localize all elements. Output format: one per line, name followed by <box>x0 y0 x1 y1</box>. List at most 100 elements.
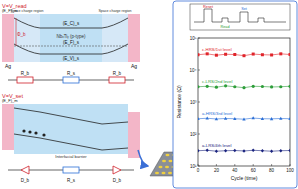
label: a-LRS/4th level <box>202 143 231 148</box>
point <box>242 86 245 89</box>
point <box>289 53 291 56</box>
metal-right <box>128 14 140 62</box>
point <box>261 53 264 56</box>
point <box>288 117 290 120</box>
y-tick <box>198 38 200 39</box>
electrode <box>169 160 173 162</box>
label: Interfacial barrier <box>55 154 87 159</box>
point <box>206 85 209 88</box>
semiconductor <box>40 14 102 62</box>
label: (E_F)_s <box>63 40 80 45</box>
point <box>198 85 200 88</box>
point <box>198 149 200 153</box>
point <box>215 86 218 89</box>
label: c-LRS/2nd level <box>202 79 232 84</box>
point <box>224 117 227 120</box>
label: R_s <box>67 178 76 183</box>
resistor <box>17 77 33 83</box>
point <box>224 53 227 56</box>
x-tick <box>253 164 254 166</box>
point <box>252 53 255 56</box>
y-tick <box>198 102 200 103</box>
label: 10¹ <box>190 164 197 169</box>
point <box>270 85 273 88</box>
label: (E_V)_s <box>63 56 80 61</box>
point <box>233 117 236 120</box>
carrier <box>42 133 45 136</box>
electrode <box>159 166 163 168</box>
x-tick <box>271 164 272 166</box>
point <box>233 85 236 88</box>
point <box>215 117 218 120</box>
label: R_b <box>21 71 30 76</box>
point <box>270 53 273 56</box>
point <box>279 85 282 88</box>
label: 40 <box>232 168 238 173</box>
point <box>279 52 282 55</box>
label: R_b <box>113 71 122 76</box>
valence-band <box>14 44 128 54</box>
point <box>198 53 200 56</box>
conduction-band <box>14 18 128 28</box>
x-tick <box>234 164 235 166</box>
label: NbₓTiᵧ (p-type) <box>56 34 86 39</box>
x-tick <box>290 164 291 166</box>
point <box>261 117 264 120</box>
label: Cycle (time) <box>231 175 258 181</box>
label: 0 <box>197 168 200 173</box>
figure: V=V_readAgAgΦ_b(E_F)_m(E_C)_s(E_F)_s(E_V… <box>0 0 298 189</box>
label: Reset <box>203 5 214 9</box>
space-charge-right <box>102 14 128 62</box>
point <box>206 52 209 55</box>
point <box>252 148 255 152</box>
point <box>233 149 236 153</box>
electrode <box>165 166 169 168</box>
y-tick <box>198 134 200 135</box>
electrode <box>155 172 159 174</box>
arrow <box>138 150 148 166</box>
label: D_b <box>21 178 30 183</box>
point <box>198 117 200 120</box>
pulse-inset <box>190 4 290 30</box>
point <box>233 53 236 56</box>
carrier <box>34 131 37 134</box>
y-tick <box>198 70 200 71</box>
point <box>215 149 218 153</box>
label: Φ_b <box>17 32 26 37</box>
metal-left <box>2 104 14 150</box>
label: 10³ <box>190 100 197 105</box>
label: c-HRS/1st level <box>202 47 232 52</box>
point <box>252 116 255 119</box>
label: 80 <box>269 168 275 173</box>
pulse-waveform <box>194 9 286 22</box>
resistor <box>63 77 79 83</box>
label: 10² <box>190 132 197 137</box>
point <box>288 149 290 153</box>
point <box>261 85 264 88</box>
label: a-HRS/3rd level <box>202 111 232 116</box>
label: Ag <box>131 63 137 69</box>
resistor <box>63 167 79 173</box>
point <box>279 117 282 120</box>
carrier <box>22 129 25 132</box>
label: Space charge region <box>10 9 43 13</box>
label: Set <box>241 7 248 11</box>
valence-band <box>14 134 128 150</box>
point <box>224 149 227 153</box>
point <box>261 149 264 153</box>
resistor <box>109 77 125 83</box>
label: D_b <box>113 178 122 183</box>
point <box>206 148 209 152</box>
label: (E_C)_s <box>63 21 80 26</box>
x-tick <box>216 164 217 166</box>
label: 100 <box>286 168 294 173</box>
label: R_s <box>67 71 76 76</box>
electrode <box>168 172 172 174</box>
electrode <box>166 154 170 156</box>
electrode <box>162 160 166 162</box>
label: 60 <box>251 168 257 173</box>
label: Resistance (Ω) <box>176 85 182 119</box>
label: 10⁵ <box>190 36 197 41</box>
plot-frame <box>198 38 290 166</box>
label: 20 <box>214 168 220 173</box>
